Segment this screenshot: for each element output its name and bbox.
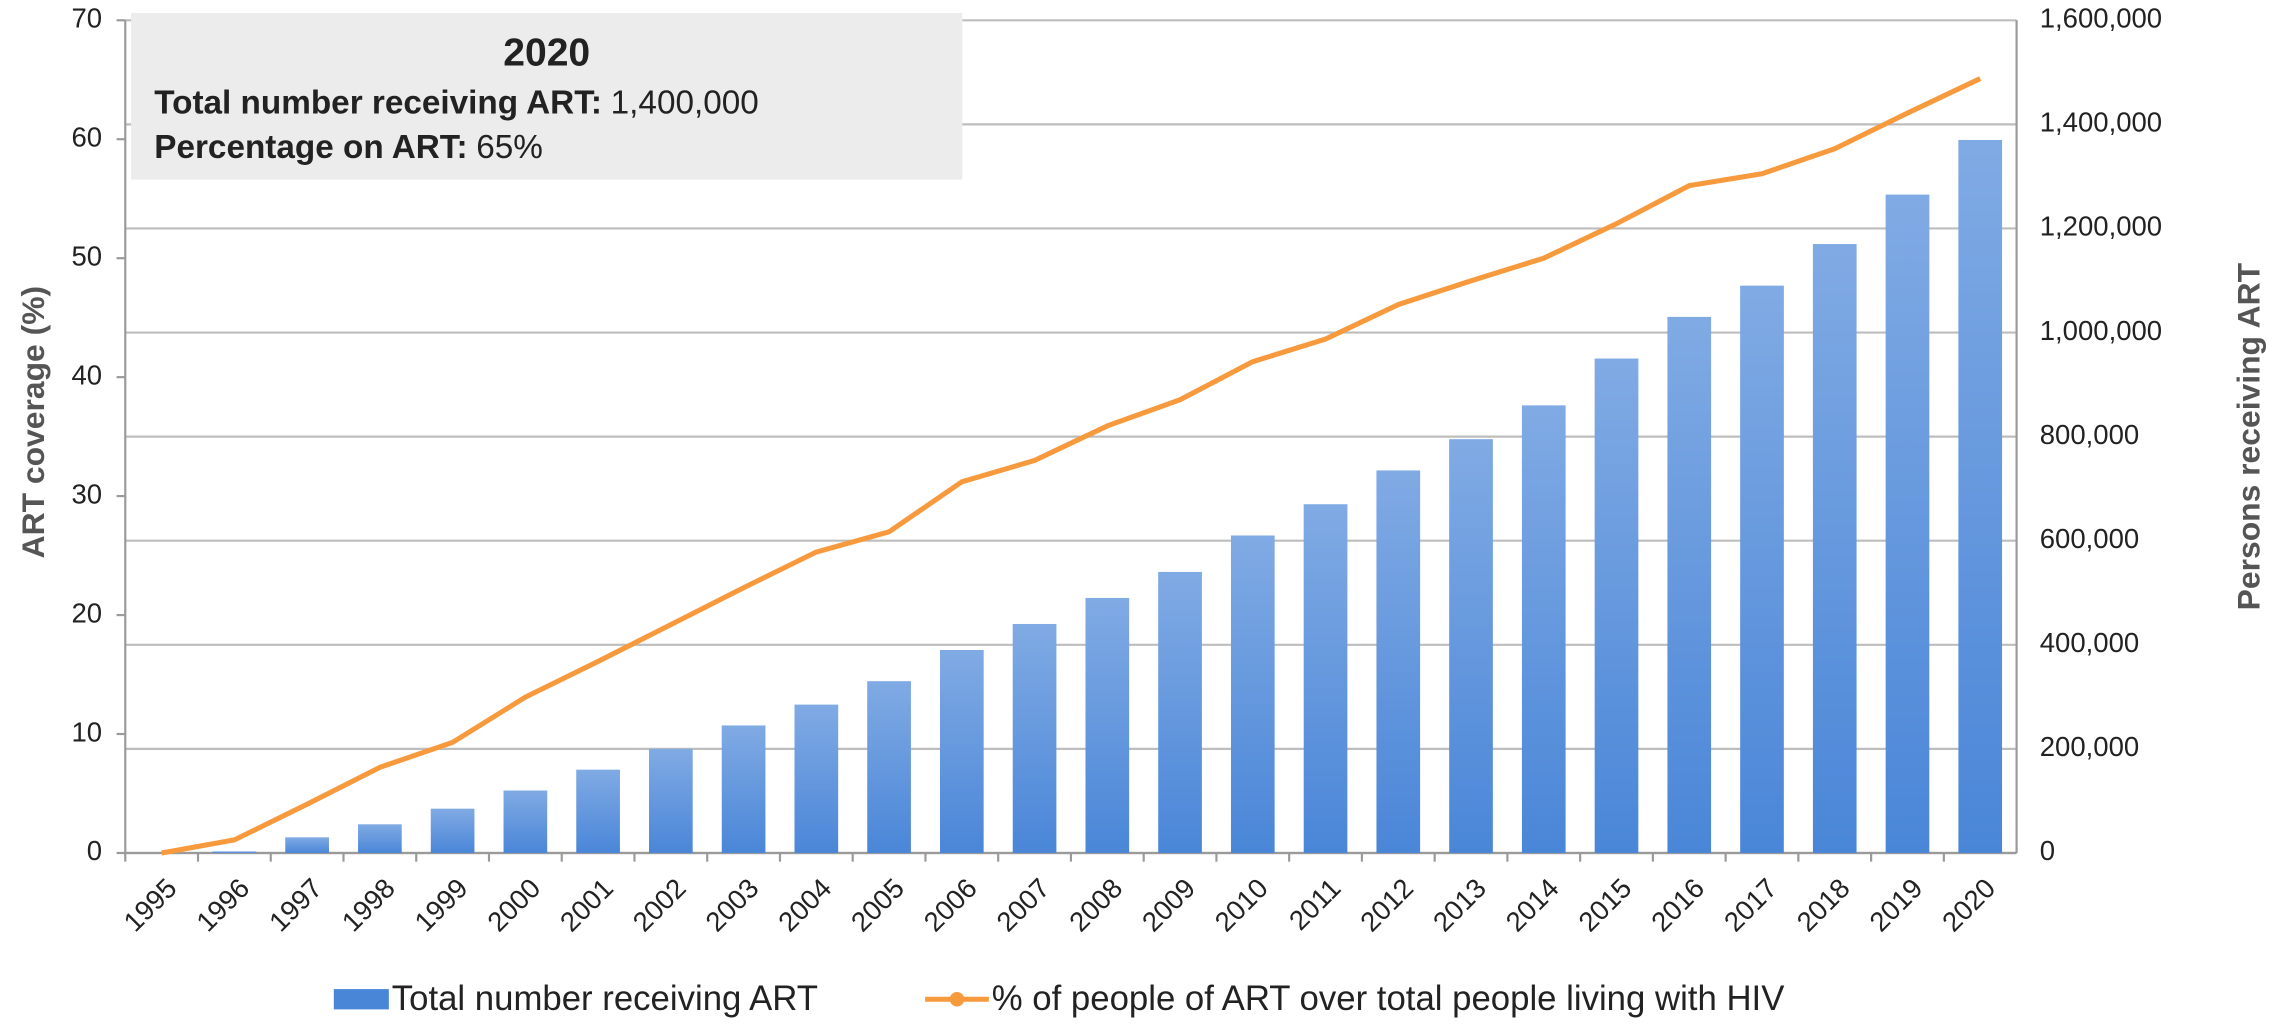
legend-marker bbox=[949, 992, 965, 1007]
bar-shade bbox=[576, 769, 620, 853]
bar-shade bbox=[1740, 285, 1784, 853]
x-tick-label: 2020 bbox=[1936, 872, 2001, 937]
line bbox=[161, 76, 1982, 856]
annotation-label: Total number receiving ART: bbox=[154, 84, 602, 121]
x-tick-label: 2007 bbox=[990, 872, 1055, 937]
x-tick-label: 2017 bbox=[1718, 872, 1783, 937]
x-tick-label: 2011 bbox=[1283, 872, 1347, 936]
x-tick-label: 1999 bbox=[408, 872, 473, 937]
y-tick-label: 50 bbox=[72, 240, 103, 271]
x-tick-label: 2001 bbox=[554, 872, 619, 937]
y2-tick-label: 200,000 bbox=[2040, 731, 2139, 762]
bar-shade bbox=[721, 725, 766, 853]
bar-shade bbox=[939, 650, 984, 853]
bar-shade bbox=[285, 837, 329, 853]
annotation-label: Percentage on ART: bbox=[154, 129, 467, 166]
annotation-value: 1,400,000 bbox=[611, 84, 759, 121]
bar-shade bbox=[1812, 244, 1857, 853]
annotation-title: 2020 bbox=[503, 31, 590, 74]
x-tick-label: 1996 bbox=[190, 872, 255, 937]
bar-shade bbox=[1958, 139, 2003, 853]
y-tick-label: 70 bbox=[72, 3, 103, 34]
y2-tick-label: 400,000 bbox=[2040, 627, 2139, 658]
x-tick-label: 2005 bbox=[845, 872, 910, 937]
bar-shade bbox=[649, 748, 693, 853]
legend-label: % of people of ART over total people liv… bbox=[992, 980, 1785, 1018]
annotation-value: 65% bbox=[476, 129, 543, 166]
y2-tick-label: 1,600,000 bbox=[2040, 3, 2162, 34]
x-tick-label: 1997 bbox=[263, 872, 328, 937]
annotation-text: Percentage on ART: 65% bbox=[154, 129, 543, 166]
y-tick-label: 40 bbox=[72, 359, 103, 390]
bar-shade bbox=[1230, 535, 1275, 853]
bar-shade bbox=[1667, 316, 1712, 853]
bar-shade bbox=[1303, 504, 1348, 853]
x-tick-label: 2016 bbox=[1645, 872, 1710, 937]
x-tick-label: 2008 bbox=[1063, 872, 1128, 937]
bar-shade bbox=[1158, 571, 1202, 853]
x-tick-label: 2014 bbox=[1500, 872, 1565, 937]
bar-shade bbox=[1085, 597, 1130, 853]
x-tick-label: 2019 bbox=[1863, 872, 1928, 937]
bar-shade bbox=[1594, 358, 1639, 853]
y-axis-title: ART coverage (%) bbox=[15, 286, 51, 559]
annotation-text: Total number receiving ART: 1,400,000 bbox=[154, 84, 759, 121]
bar-shade bbox=[1449, 439, 1493, 853]
legend-label: Total number receiving ART bbox=[392, 980, 818, 1018]
y2-tick-label: 600,000 bbox=[2040, 523, 2139, 554]
x-tick-label: 2012 bbox=[1354, 872, 1419, 937]
x-tick-label: 2000 bbox=[481, 872, 546, 937]
bar-shade bbox=[430, 808, 475, 853]
bar-shade bbox=[1521, 405, 1566, 853]
bar-shade bbox=[358, 824, 402, 853]
y2-tick-label: 1,000,000 bbox=[2040, 315, 2162, 346]
bar-shade bbox=[1012, 623, 1057, 853]
bar-shade bbox=[794, 704, 839, 853]
x-tick-label: 2004 bbox=[772, 872, 837, 937]
x-tick-label: 2013 bbox=[1427, 872, 1492, 937]
y-tick-label: 10 bbox=[72, 716, 103, 747]
y2-tick-label: 1,400,000 bbox=[2040, 107, 2162, 138]
x-tick-label: 2006 bbox=[918, 872, 983, 937]
x-tick-label: 2009 bbox=[1136, 872, 1201, 937]
x-tick-label: 1995 bbox=[117, 872, 182, 937]
legend-swatch bbox=[333, 989, 389, 1010]
bar-shade bbox=[1376, 470, 1421, 853]
y-tick-label: 20 bbox=[72, 597, 103, 628]
x-tick-label: 2003 bbox=[699, 872, 764, 937]
x-tick-label: 2002 bbox=[627, 872, 692, 937]
y2-axis-title: Persons receiving ART bbox=[2231, 262, 2267, 610]
y-tick-label: 0 bbox=[87, 835, 102, 866]
y2-tick-label: 0 bbox=[2040, 835, 2055, 866]
y-tick-label: 30 bbox=[72, 478, 103, 509]
bar-shade bbox=[867, 681, 911, 853]
y-tick-label: 60 bbox=[72, 121, 103, 152]
y2-tick-label: 800,000 bbox=[2040, 419, 2139, 450]
annotation-box bbox=[131, 13, 963, 180]
x-tick-label: 2015 bbox=[1572, 872, 1637, 937]
bar-shade bbox=[1885, 194, 1930, 853]
x-tick-label: 2018 bbox=[1791, 872, 1856, 937]
bar-shade bbox=[212, 851, 257, 853]
y2-tick-label: 1,200,000 bbox=[2040, 211, 2162, 242]
x-tick-label: 1998 bbox=[336, 872, 401, 937]
bar-shade bbox=[503, 790, 548, 853]
x-tick-label: 2010 bbox=[1209, 872, 1274, 937]
